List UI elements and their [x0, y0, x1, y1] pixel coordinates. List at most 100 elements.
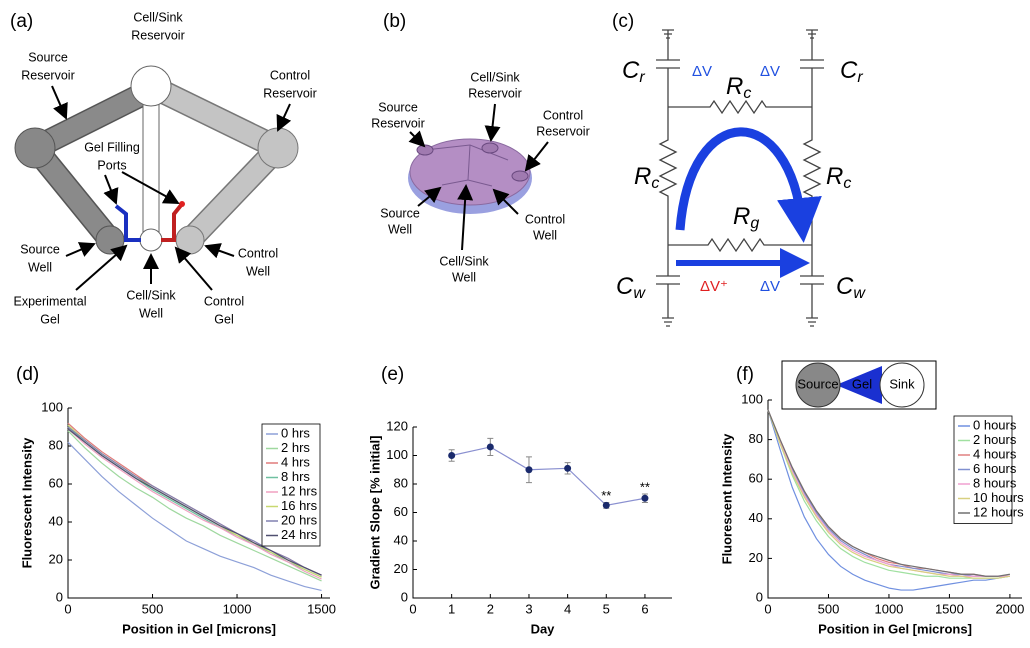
well — [95, 225, 125, 255]
arrow — [204, 243, 235, 259]
voltage-label: ΔV — [760, 63, 780, 80]
panel-tag: (f) — [736, 364, 754, 385]
legend-label: 0 hours — [973, 417, 1017, 432]
legend-label: 2 hrs — [281, 440, 310, 455]
channel — [142, 99, 160, 241]
series-line — [767, 409, 1010, 579]
arrow — [457, 184, 474, 251]
label: Source — [380, 206, 420, 220]
reservoir — [14, 127, 56, 169]
y-tick-label: 60 — [394, 504, 408, 519]
x-axis-label: Position in Gel [microns] — [818, 621, 972, 636]
control-gel — [161, 202, 184, 242]
channel — [182, 140, 286, 248]
arrow — [492, 188, 519, 215]
x-tick-label: 4 — [564, 601, 571, 616]
series-line — [767, 409, 1010, 591]
point — [564, 464, 572, 472]
series-line — [67, 441, 322, 591]
x-tick-label: 1000 — [874, 601, 903, 616]
arrow — [121, 171, 180, 204]
y-axis-label: Fluorescent Intensity — [719, 433, 734, 565]
panel-b: (b) Source Reservoir Cell/Sink Reservoir… — [371, 11, 590, 284]
panel-tag: (e) — [381, 364, 404, 385]
panel-tag: (c) — [612, 11, 634, 32]
component-label: Cr — [622, 57, 645, 86]
label: Well — [28, 260, 52, 274]
series-line — [767, 409, 1010, 579]
arrow — [65, 242, 96, 257]
label: Control — [525, 212, 565, 226]
y-tick-label: 120 — [386, 418, 408, 433]
arrow — [417, 186, 442, 207]
legend-label: 24 hrs — [281, 527, 318, 542]
point — [525, 466, 533, 474]
legend-label: 10 hours — [973, 490, 1024, 505]
voltage-label: ΔV⁺ — [700, 278, 728, 295]
x-tick-label: 0 — [64, 601, 71, 616]
label: Reservoir — [131, 28, 185, 42]
label: Source — [378, 100, 418, 114]
y-tick-label: 60 — [49, 475, 63, 490]
significance: ** — [640, 479, 650, 494]
label: Control — [204, 294, 244, 308]
reservoir — [130, 65, 172, 107]
label: Well — [533, 228, 557, 242]
label: Gel — [40, 312, 59, 326]
component-label: Cr — [840, 57, 863, 86]
legend-box — [261, 423, 321, 547]
label: Source — [20, 242, 60, 256]
point — [602, 501, 610, 509]
legend-label: 6 hours — [973, 461, 1017, 476]
arrow — [174, 246, 213, 291]
y-tick-label: 80 — [394, 475, 408, 490]
y-axis-label: Fluorescent Intensity — [19, 437, 34, 569]
label: Control — [270, 68, 310, 82]
y-tick-label: 20 — [49, 551, 63, 566]
y-tick-label: 80 — [49, 437, 63, 452]
chart: (e) 0 20 40 60 80 100 120 0 1 2 3 4 5 6 Day Gradient Slo… — [367, 364, 672, 636]
component-label: Rg — [733, 203, 759, 232]
x-tick-label: 5 — [603, 601, 610, 616]
flow-arrow — [675, 127, 822, 243]
well — [139, 228, 163, 252]
y-tick-label: 20 — [749, 550, 763, 565]
legend-label: 12 hrs — [281, 483, 318, 498]
x-tick-label: 3 — [525, 601, 532, 616]
arrow — [276, 103, 292, 132]
arrow — [484, 103, 501, 142]
reservoir — [257, 127, 299, 169]
y-tick-label: 80 — [749, 431, 763, 446]
component-label: Cw — [836, 273, 866, 302]
channel — [150, 78, 283, 158]
component-label: Rc — [826, 163, 851, 192]
legend-label: 2 hours — [973, 432, 1017, 447]
point — [641, 494, 649, 502]
label: Well — [388, 222, 412, 236]
y-tick-label: 100 — [41, 399, 63, 414]
inset-source — [795, 362, 841, 408]
x-tick-label: 6 — [641, 601, 648, 616]
x-tick-label: 1500 — [935, 601, 964, 616]
x-tick-label: 2000 — [995, 601, 1024, 616]
y-tick-label: 40 — [394, 532, 408, 547]
x-tick-label: 1 — [448, 601, 455, 616]
point — [448, 452, 456, 459]
label: Well — [246, 264, 270, 278]
x-tick-label: 2 — [487, 601, 494, 616]
label: Cell/Sink — [133, 10, 183, 24]
series-line — [67, 428, 322, 576]
y-axis-label: Gradient Slope [% initial] — [367, 436, 382, 590]
legend-label: 8 hours — [973, 475, 1017, 490]
x-tick-label: 500 — [142, 601, 164, 616]
label: Gel Filling — [84, 140, 140, 154]
voltage-label: ΔV — [760, 278, 780, 295]
component-label: Rc — [634, 163, 659, 192]
label: Reservoir — [371, 116, 425, 130]
x-tick-label: 500 — [818, 601, 840, 616]
label: Well — [139, 306, 163, 320]
series-line — [67, 428, 322, 580]
label: Cell/Sink — [470, 70, 520, 84]
